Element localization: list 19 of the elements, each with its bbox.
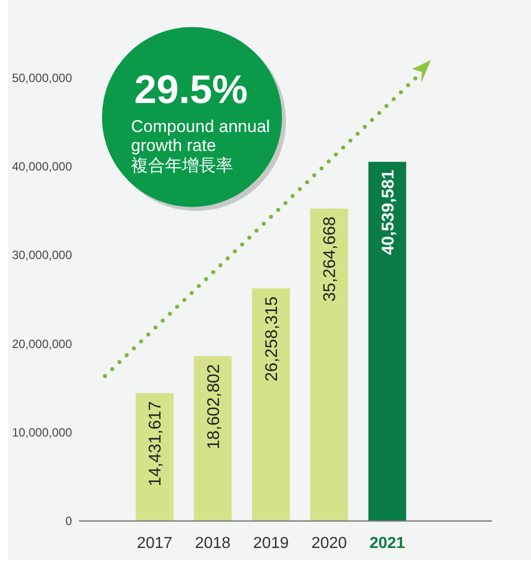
data-label: 40,539,581 — [378, 170, 398, 255]
data-label: 14,431,617 — [146, 401, 165, 486]
x-tick-label: 2017 — [136, 535, 173, 552]
y-tick-label: 10,000,000 — [12, 425, 72, 440]
annotation: Compound annual growth rate — [131, 117, 270, 155]
y-tick-label: 0 — [65, 514, 72, 528]
y-tick-label: 20,000,000 — [12, 336, 72, 351]
data-label: 35,264,668 — [320, 216, 340, 302]
x-tick-label: 2020 — [311, 535, 348, 552]
annotation: 29.5% — [134, 68, 248, 112]
y-tick-label: 40,000,000 — [12, 160, 72, 174]
x-tick-label: 2021 — [370, 535, 406, 552]
x-tick-label: 2019 — [253, 535, 289, 552]
y-tick-label: 50,000,000 — [12, 71, 72, 85]
x-tick-label: 2018 — [194, 535, 231, 552]
annotation: 複合年增長率 — [131, 156, 233, 175]
data-label: 26,258,315 — [262, 296, 281, 382]
y-tick-label: 30,000,000 — [12, 248, 72, 262]
data-label: 18,602,802 — [204, 364, 223, 450]
